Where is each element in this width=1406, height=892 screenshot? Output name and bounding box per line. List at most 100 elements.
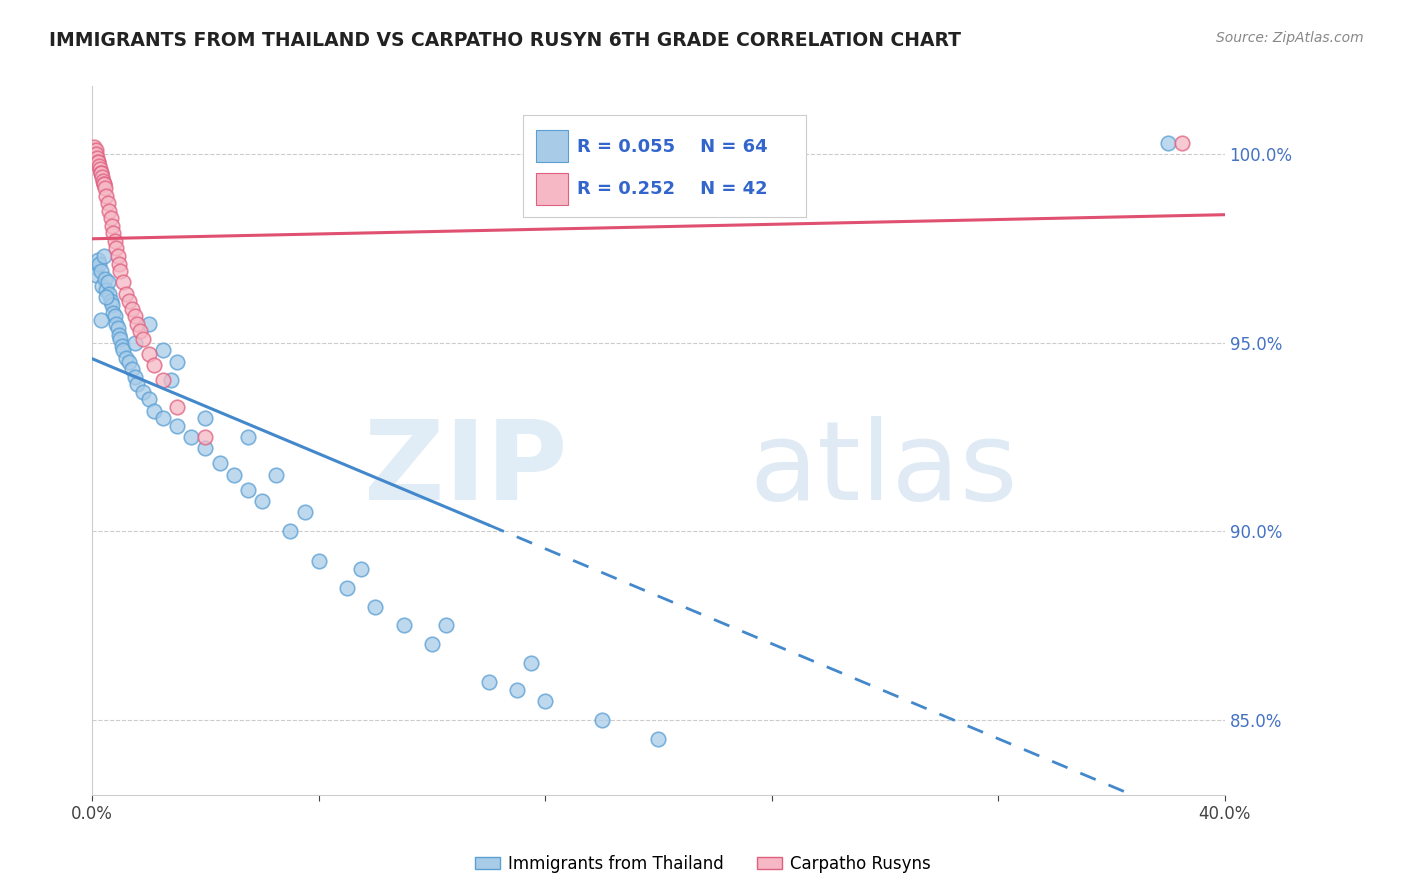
Point <box>124 369 146 384</box>
Point <box>86 268 108 282</box>
Point <box>166 400 188 414</box>
Point <box>98 286 121 301</box>
Point <box>86 147 108 161</box>
Point <box>96 188 118 202</box>
Point <box>91 173 114 187</box>
Point <box>104 310 127 324</box>
Point <box>124 310 146 324</box>
Bar <box>536 130 568 162</box>
Point <box>143 403 166 417</box>
Point <box>132 384 155 399</box>
Text: R = 0.055    N = 64: R = 0.055 N = 64 <box>576 137 768 155</box>
Point <box>121 301 143 316</box>
Point <box>392 618 415 632</box>
Point <box>105 242 128 256</box>
Point <box>127 377 149 392</box>
Point <box>180 430 202 444</box>
Legend: Immigrants from Thailand, Carpatho Rusyns: Immigrants from Thailand, Carpatho Rusyn… <box>468 848 938 880</box>
Point <box>87 154 110 169</box>
Point <box>434 618 457 632</box>
Point <box>100 211 122 226</box>
Text: R = 0.252    N = 42: R = 0.252 N = 42 <box>576 180 768 198</box>
Point <box>98 203 121 218</box>
Point <box>118 354 141 368</box>
Point <box>101 219 124 233</box>
Point <box>93 178 115 192</box>
Point <box>111 339 134 353</box>
Text: IMMIGRANTS FROM THAILAND VS CARPATHO RUSYN 6TH GRADE CORRELATION CHART: IMMIGRANTS FROM THAILAND VS CARPATHO RUS… <box>49 31 962 50</box>
Point <box>166 354 188 368</box>
Point <box>87 154 110 169</box>
Point <box>89 256 111 270</box>
Point <box>112 343 135 358</box>
Point <box>308 554 330 568</box>
Point <box>336 581 359 595</box>
Point <box>520 656 543 670</box>
Point <box>115 286 138 301</box>
Point <box>108 256 131 270</box>
Bar <box>536 173 568 204</box>
Point <box>127 317 149 331</box>
Point <box>1157 136 1180 150</box>
Point <box>90 166 112 180</box>
Point <box>364 599 387 614</box>
Point <box>222 467 245 482</box>
Point <box>208 456 231 470</box>
Point <box>236 483 259 497</box>
Text: Source: ZipAtlas.com: Source: ZipAtlas.com <box>1216 31 1364 45</box>
Point <box>477 675 499 690</box>
Point <box>132 332 155 346</box>
Point <box>350 562 373 576</box>
Point <box>96 290 118 304</box>
Point <box>112 276 135 290</box>
Point <box>143 359 166 373</box>
Point <box>86 151 108 165</box>
Point <box>107 320 129 334</box>
Point <box>101 298 124 312</box>
Point <box>124 335 146 350</box>
Point <box>591 713 613 727</box>
Point <box>194 430 217 444</box>
Point <box>108 328 131 343</box>
Point <box>84 260 107 275</box>
Text: ZIP: ZIP <box>364 416 568 523</box>
Point <box>280 524 302 538</box>
Point <box>194 442 217 456</box>
Point <box>129 325 152 339</box>
Point <box>90 166 112 180</box>
Point <box>103 305 125 319</box>
Point <box>264 467 287 482</box>
Text: atlas: atlas <box>749 416 1018 523</box>
Point <box>107 249 129 263</box>
Point <box>87 252 110 267</box>
Point <box>94 181 117 195</box>
Point <box>138 347 160 361</box>
Point <box>91 279 114 293</box>
Point <box>84 147 107 161</box>
Point <box>115 351 138 365</box>
Point <box>160 373 183 387</box>
Point <box>1171 136 1194 150</box>
Point <box>94 271 117 285</box>
Point <box>110 332 132 346</box>
Point <box>534 694 557 708</box>
Point <box>506 682 529 697</box>
Point <box>89 162 111 177</box>
Point <box>647 731 669 746</box>
Point <box>121 362 143 376</box>
Point <box>83 144 105 158</box>
Point <box>194 411 217 425</box>
Point <box>103 227 125 241</box>
Point <box>152 343 174 358</box>
Point <box>83 139 105 153</box>
Point <box>93 178 115 192</box>
Point <box>250 494 273 508</box>
Point <box>97 276 120 290</box>
Point <box>84 144 107 158</box>
Point <box>89 159 111 173</box>
Point <box>100 294 122 309</box>
Point <box>91 169 114 184</box>
Point <box>294 505 316 519</box>
Point <box>97 196 120 211</box>
Point <box>93 249 115 263</box>
